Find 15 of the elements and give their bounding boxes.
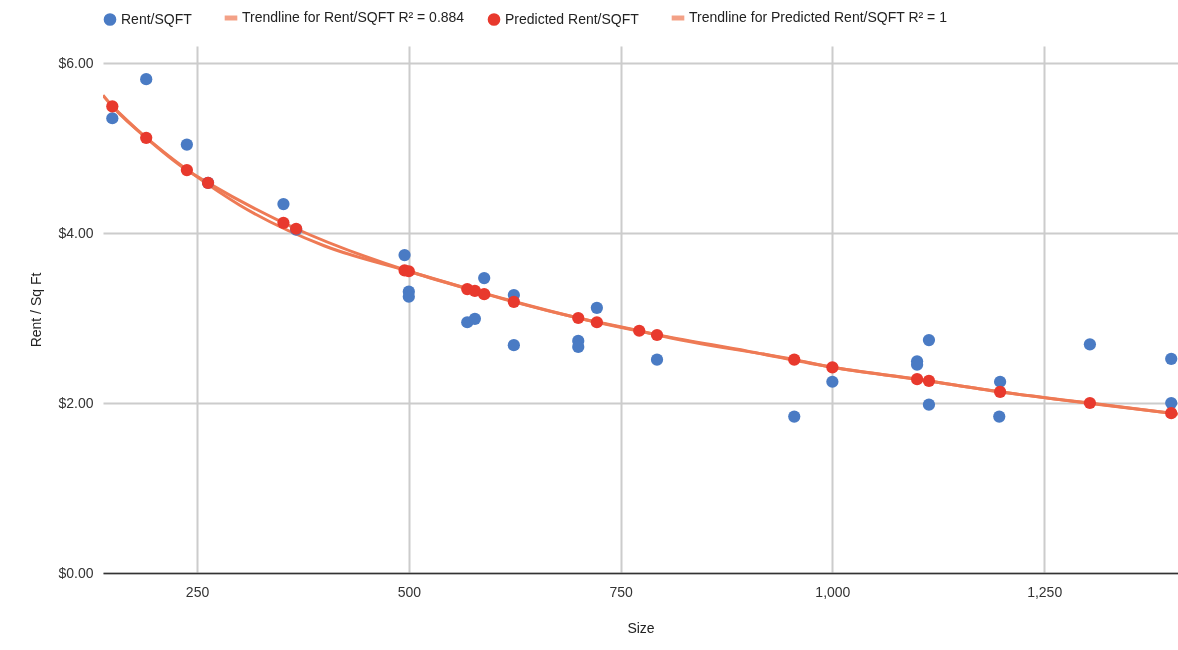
legend-label: Predicted Rent/SQFT: [505, 10, 640, 27]
x-tick-label: 750: [609, 583, 633, 600]
y-tick-label: $2.00: [58, 394, 94, 411]
x-tick-label: 250: [185, 583, 210, 600]
legend-label: Trendline for Rent/SQFT R² = 0.884: [242, 9, 465, 25]
y-tick-label: $4.00: [58, 224, 94, 241]
legend-label: Rent/SQFT: [121, 10, 193, 27]
legend-label: Trendline for Predicted Rent/SQFT R² = 1: [689, 9, 948, 25]
y-axis-title: Rent / Sq Ft: [28, 272, 45, 348]
y-tick-label: $0.00: [58, 564, 94, 581]
x-axis-title: Size: [627, 619, 655, 636]
x-tick-label: 1,250: [1027, 583, 1063, 600]
y-tick-label: $6.00: [58, 54, 94, 71]
x-tick-label: 500: [397, 583, 422, 600]
x-tick-label: 1,000: [815, 583, 851, 600]
